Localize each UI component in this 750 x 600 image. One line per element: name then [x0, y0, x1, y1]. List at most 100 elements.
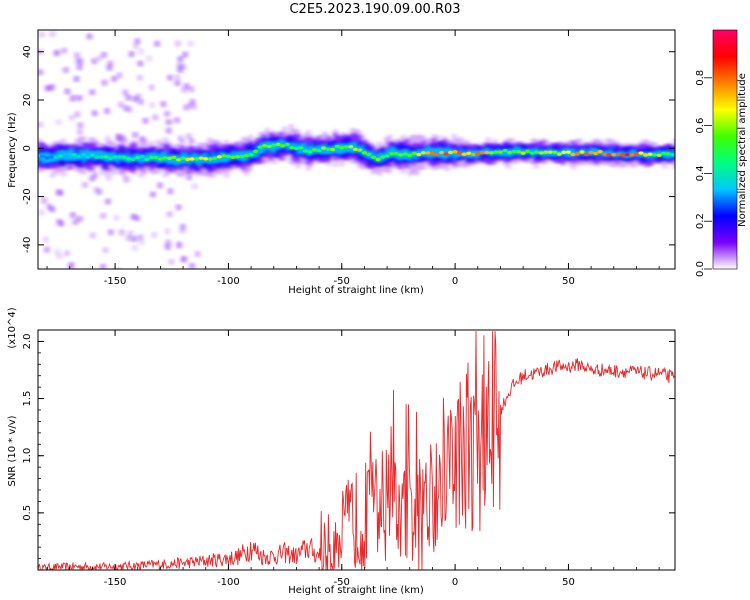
- heatmap-cell: [161, 101, 166, 108]
- heatmap-cell: [190, 98, 195, 105]
- y-tick-label: 2.0: [22, 333, 33, 349]
- heatmap-cell: [189, 157, 195, 161]
- y-tick-label: -40: [22, 237, 33, 253]
- heatmap-cell: [316, 148, 322, 153]
- heatmap-cell: [65, 250, 70, 257]
- heatmap-cell: [178, 63, 183, 70]
- heatmap-cell: [56, 119, 61, 126]
- heatmap-cell: [418, 149, 423, 157]
- heatmap-cell: [183, 51, 188, 58]
- heatmap-cell: [97, 55, 102, 62]
- heatmap-cell: [44, 156, 50, 160]
- snr-y-ticks: 0.5 1.0 1.5 2.0: [22, 333, 675, 559]
- heatmap-cell: [619, 150, 623, 156]
- heatmap-cell: [124, 105, 129, 112]
- heatmap-cell: [500, 150, 504, 157]
- heatmap-cell: [334, 144, 340, 149]
- heatmap-cell: [121, 155, 127, 159]
- heatmap-cell: [65, 150, 69, 162]
- heatmap-cell: [57, 253, 62, 260]
- heatmap-cell: [180, 156, 186, 160]
- heatmap-cell: [162, 156, 168, 160]
- heatmap-cell: [39, 31, 44, 38]
- heatmap-cell: [275, 142, 281, 147]
- heatmap-cell: [176, 40, 181, 47]
- heatmap-cell: [126, 157, 132, 161]
- heatmap-cell: [570, 152, 576, 157]
- heatmap-cell: [606, 153, 612, 157]
- heatmap-cell: [133, 131, 138, 138]
- heatmap-cell: [97, 188, 102, 195]
- heatmap-cell: [133, 153, 137, 161]
- heatmap-cell: [38, 121, 43, 128]
- spectrogram-x-label: Height of straight line (km): [288, 285, 424, 296]
- colorbar-scale: [713, 30, 737, 269]
- heatmap-cell: [447, 150, 454, 155]
- heatmap-cell: [484, 150, 490, 155]
- heatmap-cell: [271, 143, 277, 147]
- x-tick-label: -150: [104, 577, 127, 588]
- heatmap-cell: [609, 148, 613, 156]
- heatmap-cell: [438, 150, 445, 155]
- heatmap-cell: [333, 143, 338, 154]
- heatmap-cell: [137, 74, 142, 81]
- heatmap-cell: [126, 235, 131, 242]
- heatmap-cell: [178, 135, 183, 142]
- heatmap-cell: [73, 219, 78, 226]
- heatmap-cell: [592, 147, 596, 156]
- heatmap-cell: [302, 149, 309, 153]
- heatmap-cell: [103, 155, 109, 159]
- heatmap-cell: [168, 74, 173, 81]
- heatmap-cell: [123, 89, 128, 96]
- heatmap-cell: [503, 148, 508, 157]
- heatmap-cell: [190, 262, 195, 269]
- heatmap-cell: [633, 148, 637, 157]
- heatmap-cell: [416, 152, 422, 157]
- heatmap-cell: [506, 150, 513, 155]
- y-tick-label: 20: [22, 94, 33, 107]
- heatmap-cell: [272, 141, 276, 154]
- heatmap-cell: [230, 155, 236, 159]
- colorbar: 0.0 0.2 0.4 0.6 0.8 Normalized spectral ampl…: [695, 29, 748, 277]
- heatmap-cell: [378, 151, 382, 164]
- y-tick-label: 0: [22, 145, 33, 151]
- heatmap-cell: [343, 145, 349, 149]
- heatmap-cell: [108, 60, 113, 67]
- heatmap-cell: [175, 80, 180, 87]
- heatmap-cell: [311, 148, 318, 152]
- heatmap-cell: [166, 127, 171, 134]
- heatmap-cell: [279, 138, 283, 150]
- heatmap-cell: [170, 154, 174, 164]
- heatmap-cell: [339, 146, 345, 150]
- heatmap-cell: [171, 155, 177, 160]
- heatmap-cell: [139, 154, 145, 159]
- heatmap-cell: [134, 42, 139, 49]
- heatmap-cell: [100, 169, 105, 176]
- heatmap-cell: [155, 40, 160, 47]
- heatmap-cell: [393, 151, 399, 156]
- heatmap-cell: [189, 86, 194, 93]
- heatmap-cell: [197, 155, 202, 167]
- heatmap-cell: [65, 88, 70, 95]
- heatmap-cell: [106, 174, 111, 181]
- heatmap-cell: [74, 75, 79, 82]
- heatmap-cell: [116, 154, 120, 165]
- heatmap-cell: [352, 147, 358, 151]
- heatmap-cell: [77, 215, 82, 222]
- heatmap-cell: [357, 148, 363, 152]
- heatmap-cell: [103, 247, 108, 254]
- heatmap-cell: [120, 134, 125, 141]
- heatmap-cell: [225, 154, 232, 159]
- heatmap-cell: [116, 133, 121, 140]
- heatmap-cell: [38, 69, 43, 76]
- heatmap-cell: [547, 150, 553, 154]
- heatmap-cell: [177, 241, 182, 248]
- heatmap-cell: [107, 156, 114, 160]
- heatmap-cell: [147, 55, 152, 62]
- heatmap-cell: [257, 145, 263, 149]
- heatmap-cell: [166, 119, 171, 126]
- heatmap-cell: [119, 101, 124, 108]
- heatmap-cell: [83, 181, 88, 188]
- heatmap-cell: [117, 72, 122, 79]
- heatmap-cell: [511, 149, 517, 154]
